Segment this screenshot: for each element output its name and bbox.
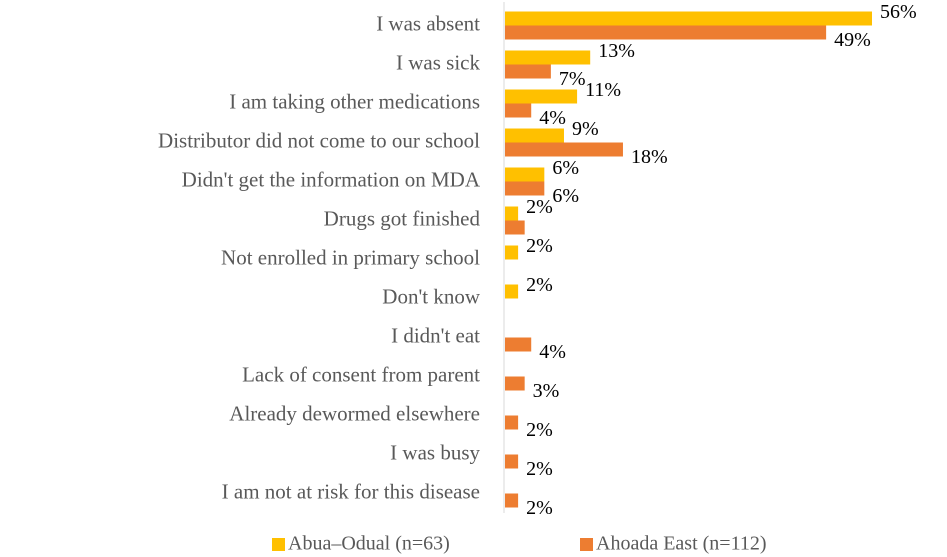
category-label: I was busy [390,440,480,464]
legend-label: Abua–Odual (n=63) [288,533,450,555]
data-label: 2% [526,458,553,480]
category-label: I was absent [376,11,480,35]
category-label: Don't know [382,284,481,308]
bar [505,245,519,260]
legend-swatch [580,538,593,551]
bar [505,167,545,182]
bar [505,181,545,196]
bar [505,89,578,104]
category-label: I was sick [396,50,480,74]
data-label: 9% [572,118,599,140]
data-label: 4% [539,107,566,129]
category-label: Drugs got finished [324,206,481,230]
data-label: 13% [598,40,635,62]
data-label: 49% [834,29,871,51]
data-label: 6% [552,157,579,179]
data-label: 7% [559,68,586,90]
category-label: Already dewormed elsewhere [229,401,480,425]
bar [505,493,519,508]
bar [505,454,519,469]
bar [505,206,519,221]
category-label: I am taking other medications [229,89,480,113]
bar [505,415,519,430]
category-label: Distributor did not come to our school [158,128,480,152]
data-label: 2% [526,196,553,218]
category-label: Not enrolled in primary school [221,245,480,269]
bar [505,376,525,391]
bar [505,220,525,235]
data-label: 2% [526,497,553,519]
bar [505,50,591,65]
data-label: 3% [533,380,560,402]
bar [505,11,872,26]
bar [505,103,532,118]
bar [505,128,564,143]
data-label: 2% [526,419,553,441]
data-label: 4% [539,341,566,363]
data-label: 6% [552,185,579,207]
bar [505,284,519,299]
bar [505,337,532,352]
category-label: I didn't eat [391,323,480,347]
data-label: 18% [631,146,668,168]
legend-label: Ahoada East (n=112) [596,533,767,555]
bar [505,25,827,40]
category-label: Lack of consent from parent [242,362,480,386]
data-label: 11% [585,79,621,101]
data-label: 2% [526,274,553,296]
legend-swatch [272,538,285,551]
bar [505,64,551,79]
category-label: Didn't get the information on MDA [182,167,481,191]
data-label: 2% [526,235,553,257]
category-label: I am not at risk for this disease [222,479,480,503]
data-label: 56% [880,1,917,23]
bar [505,142,623,157]
